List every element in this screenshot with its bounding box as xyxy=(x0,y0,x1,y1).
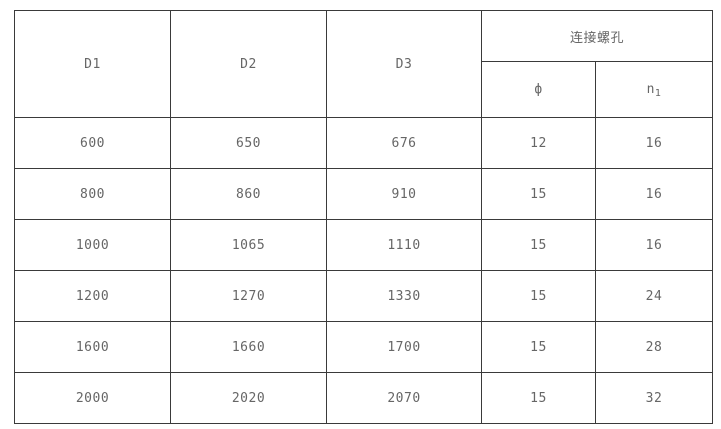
cell-d3: 2070 xyxy=(326,372,482,424)
cell-d1: 1000 xyxy=(14,219,171,271)
cell-d2: 2020 xyxy=(170,372,327,424)
column-header-d1: D1 xyxy=(14,10,171,118)
cell-d3: 1110 xyxy=(326,219,482,271)
column-header-phi: ф xyxy=(481,61,596,118)
cell-d3: 910 xyxy=(326,168,482,220)
cell-d2: 650 xyxy=(170,117,327,169)
cell-phi: 15 xyxy=(481,372,596,424)
column-header-n1-base: n xyxy=(646,82,655,97)
cell-phi: 15 xyxy=(481,219,596,271)
column-header-d3: D3 xyxy=(326,10,482,118)
table-head: D1 D2 D3 连接螺孔 ф n1 xyxy=(14,10,714,118)
cell-d2: 860 xyxy=(170,168,327,220)
cell-phi: 15 xyxy=(481,168,596,220)
cell-d1: 2000 xyxy=(14,372,171,424)
cell-d1: 1600 xyxy=(14,321,171,373)
cell-d1: 600 xyxy=(14,117,171,169)
cell-d1: 1200 xyxy=(14,270,171,322)
cell-d2: 1065 xyxy=(170,219,327,271)
cell-phi: 15 xyxy=(481,321,596,373)
cell-d3: 1700 xyxy=(326,321,482,373)
table-row: 1600 1660 1700 15 28 xyxy=(14,321,714,373)
cell-phi: 15 xyxy=(481,270,596,322)
column-header-n1: n1 xyxy=(594,61,714,118)
cell-n1: 16 xyxy=(594,168,714,220)
table-row: 1000 1065 1110 15 16 xyxy=(14,219,714,271)
column-group-header-connecting-screw-holes: 连接螺孔 xyxy=(480,10,714,62)
cell-n1: 24 xyxy=(594,270,714,322)
column-header-d2: D2 xyxy=(170,10,327,118)
cell-phi: 12 xyxy=(481,117,596,169)
cell-n1: 16 xyxy=(594,117,714,169)
column-header-n1-subscript: 1 xyxy=(654,88,662,99)
header-row-sub: ф n1 xyxy=(15,61,714,118)
table-row: 1200 1270 1330 15 24 xyxy=(14,270,714,322)
table-row: 600 650 676 12 16 xyxy=(14,117,714,169)
table-row: 2000 2020 2070 15 32 xyxy=(14,372,714,424)
table-body: 600 650 676 12 16 800 860 910 15 16 1000… xyxy=(14,117,714,424)
header-row-group: D1 D2 D3 连接螺孔 xyxy=(14,10,714,118)
cell-n1: 16 xyxy=(594,219,714,271)
table-row: 800 860 910 15 16 xyxy=(14,168,714,220)
dimension-spec-table: D1 D2 D3 连接螺孔 ф n1 600 650 676 12 16 800… xyxy=(14,10,714,424)
cell-d2: 1270 xyxy=(170,270,327,322)
cell-d3: 676 xyxy=(326,117,482,169)
cell-d2: 1660 xyxy=(170,321,327,373)
cell-d3: 1330 xyxy=(326,270,482,322)
cell-n1: 32 xyxy=(594,372,714,424)
cell-n1: 28 xyxy=(594,321,714,373)
cell-d1: 800 xyxy=(14,168,171,220)
